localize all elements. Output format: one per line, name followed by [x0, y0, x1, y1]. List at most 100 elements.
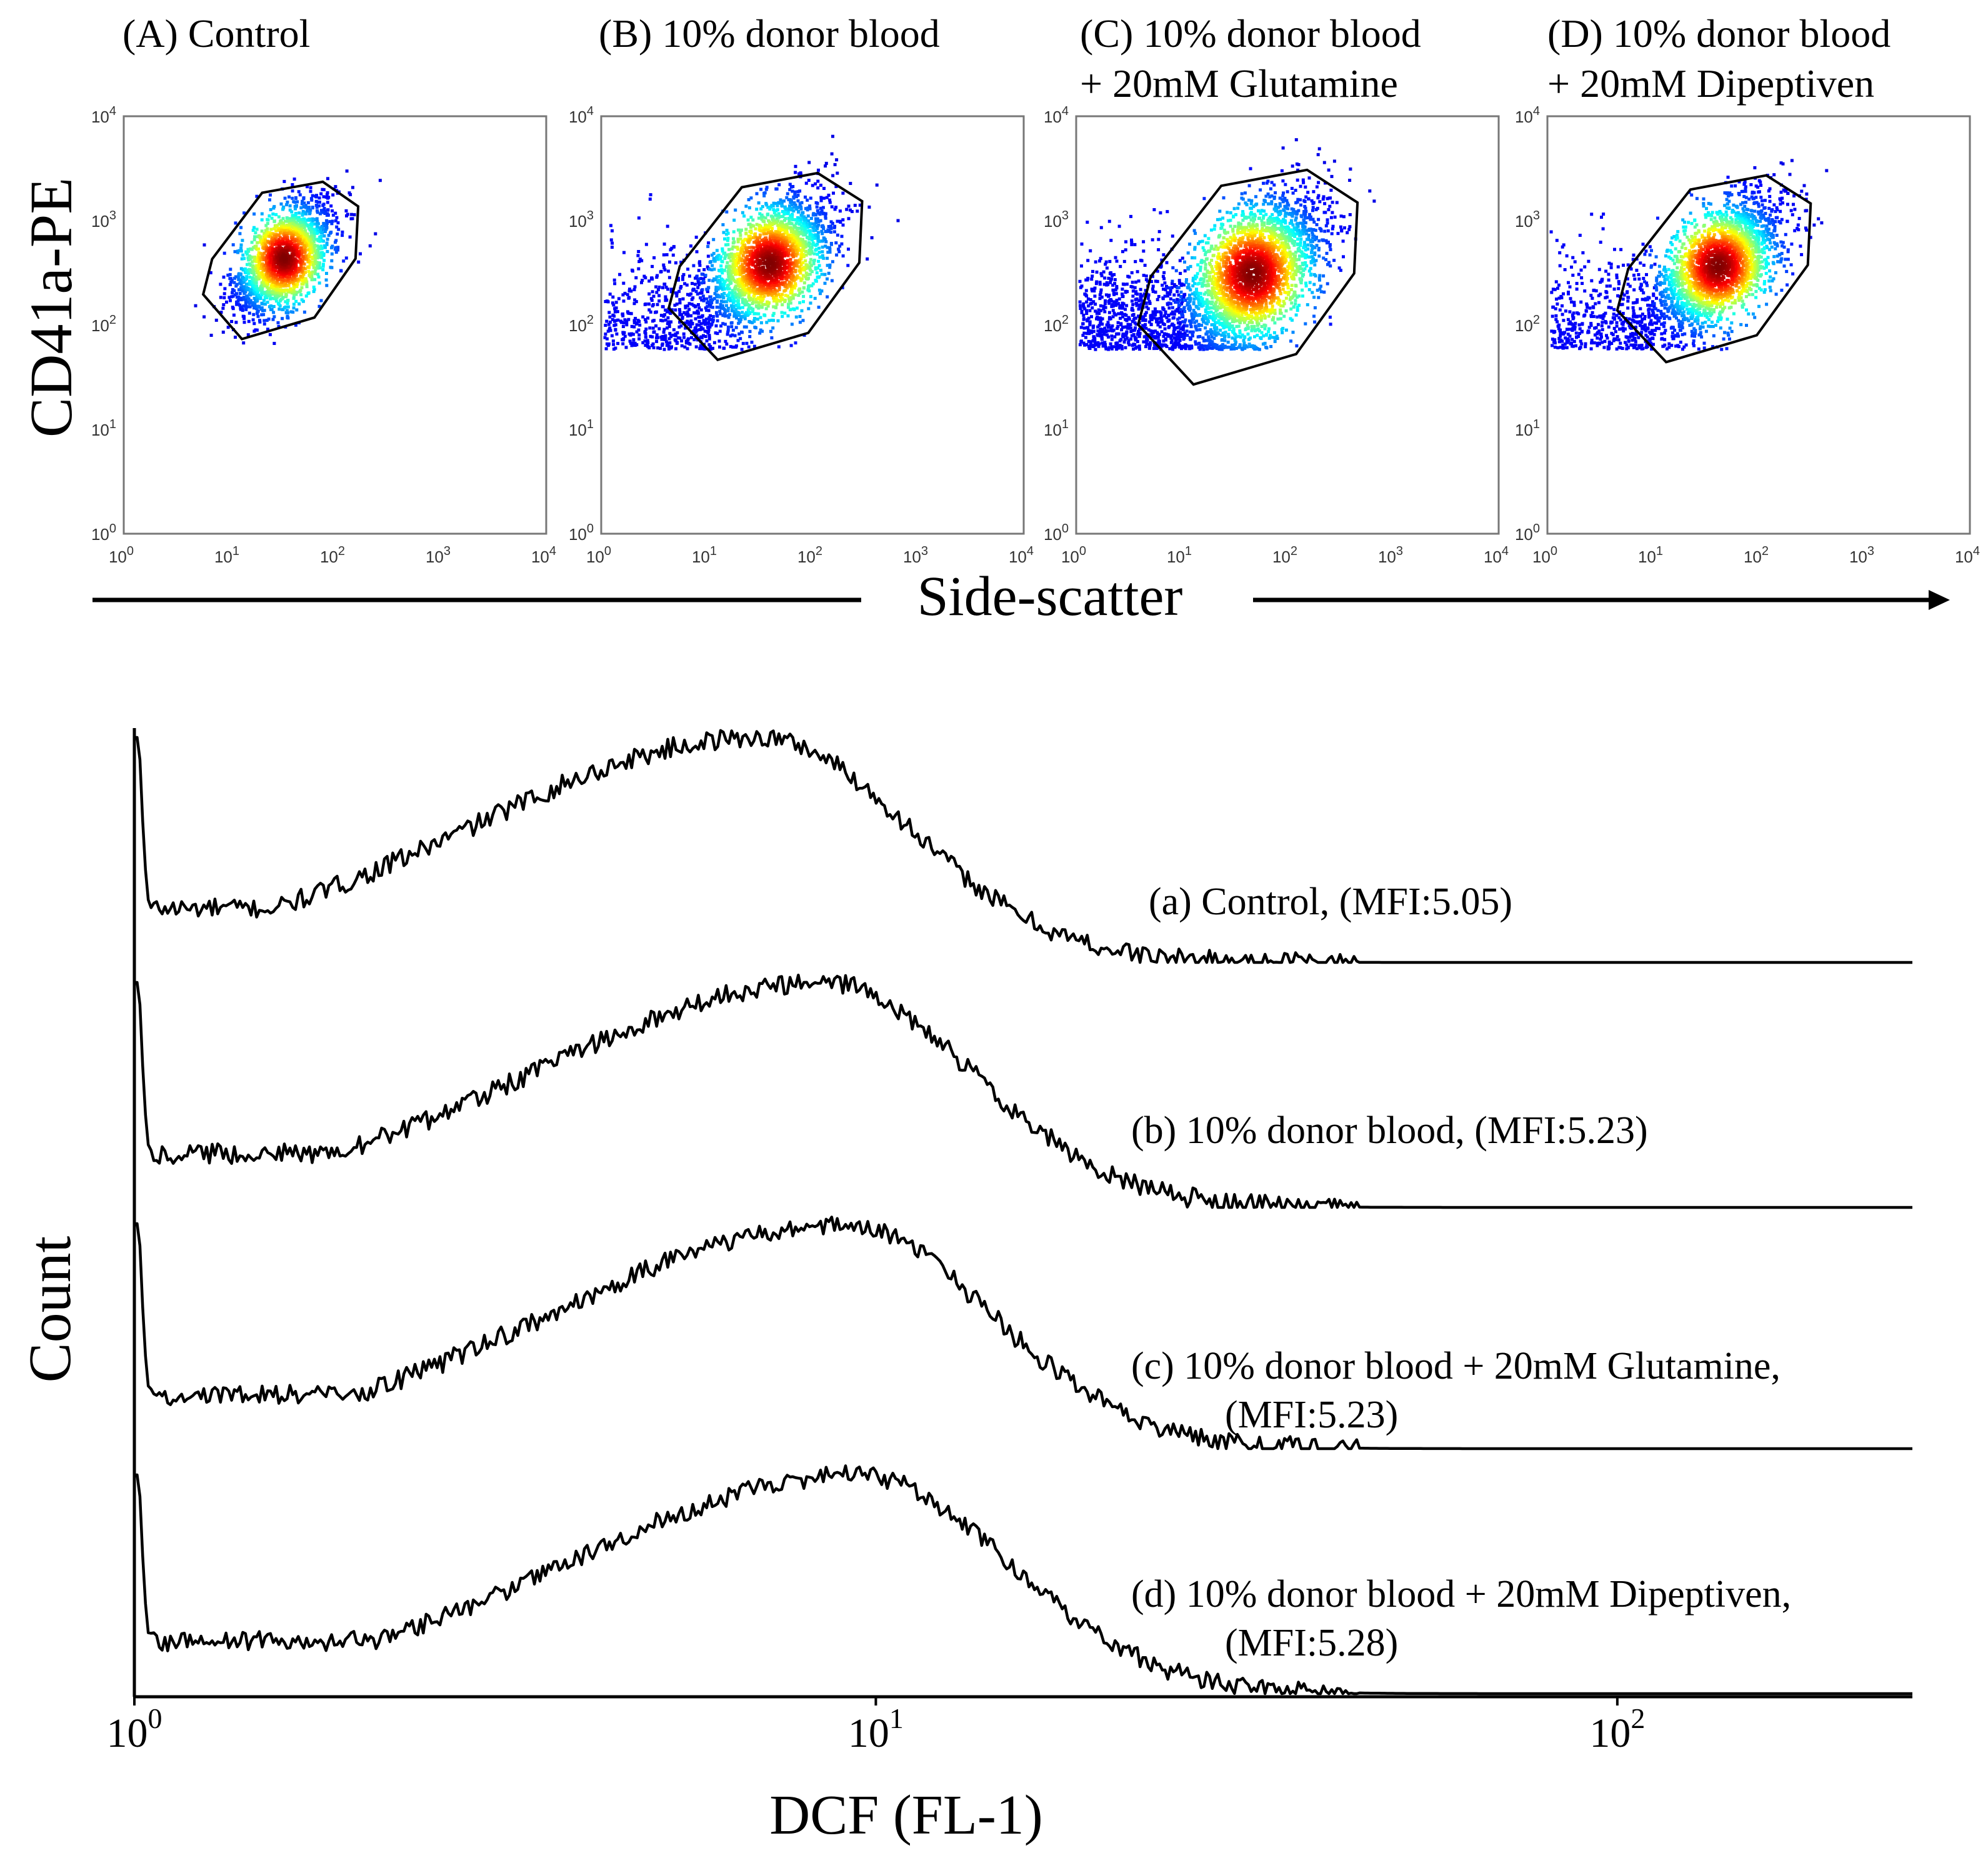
data-point	[756, 249, 760, 252]
data-point	[729, 304, 733, 307]
data-point	[669, 287, 673, 291]
data-point	[701, 279, 705, 283]
data-point	[695, 274, 699, 278]
data-point	[739, 228, 743, 232]
data-point	[786, 259, 789, 262]
data-point	[1372, 199, 1376, 203]
data-point	[787, 299, 791, 303]
data-point	[784, 217, 787, 221]
data-point	[245, 275, 249, 279]
data-point	[1181, 256, 1184, 260]
data-point	[749, 216, 753, 219]
data-point	[741, 247, 744, 251]
data-point	[271, 212, 275, 216]
data-point	[820, 211, 823, 214]
data-point	[219, 311, 223, 314]
data-point	[755, 192, 759, 196]
data-point	[800, 244, 804, 247]
data-point	[262, 239, 266, 243]
data-point	[209, 271, 212, 274]
data-point	[1094, 282, 1098, 286]
data-point	[809, 196, 812, 200]
data-point	[726, 306, 730, 310]
data-point	[644, 320, 648, 324]
data-point	[1171, 312, 1175, 316]
data-point	[294, 263, 298, 267]
data-point	[278, 274, 282, 278]
data-point	[734, 272, 738, 276]
data-point	[696, 309, 699, 313]
data-point	[291, 219, 294, 223]
data-point	[324, 278, 328, 282]
data-point	[284, 241, 288, 245]
data-point	[731, 289, 734, 292]
data-point	[841, 254, 845, 257]
data-point	[277, 228, 281, 232]
data-point	[268, 198, 271, 202]
x-tick-label: 100	[586, 544, 611, 566]
data-point	[761, 215, 765, 219]
data-point	[295, 308, 299, 312]
data-point	[779, 224, 783, 227]
data-point	[707, 328, 711, 331]
data-point	[751, 282, 754, 286]
data-point	[746, 308, 750, 312]
data-point	[762, 286, 766, 289]
data-point	[867, 205, 871, 209]
data-point	[700, 336, 704, 339]
data-point	[774, 237, 777, 241]
data-point	[231, 306, 234, 309]
data-point	[751, 274, 755, 277]
data-point	[234, 284, 238, 288]
x-tick-label: 104	[1009, 544, 1034, 566]
data-point	[699, 308, 703, 312]
tick-exponent: 2	[587, 313, 594, 327]
data-point	[736, 252, 739, 256]
data-point	[1138, 347, 1141, 351]
data-point	[767, 282, 771, 286]
y-tick-label: 103	[569, 209, 594, 231]
data-point	[789, 297, 792, 301]
data-point	[1086, 221, 1089, 224]
tick-exponent: 4	[549, 544, 556, 558]
data-point	[604, 300, 607, 303]
data-point	[1144, 326, 1148, 330]
data-point	[789, 201, 792, 204]
data-point	[807, 222, 811, 226]
data-point	[277, 324, 281, 328]
data-point	[349, 217, 353, 221]
data-point	[825, 196, 829, 199]
data-point	[249, 293, 252, 297]
data-point	[858, 203, 862, 207]
data-point	[707, 334, 711, 337]
data-point	[838, 244, 842, 248]
data-point	[294, 196, 297, 200]
data-point	[717, 286, 721, 289]
data-point	[751, 218, 755, 222]
data-point	[699, 281, 703, 285]
data-point	[736, 278, 740, 282]
data-point	[792, 196, 796, 200]
data-point	[263, 291, 267, 294]
data-point	[811, 213, 815, 217]
data-point	[297, 302, 301, 306]
data-point	[697, 277, 701, 281]
data-point	[330, 246, 333, 249]
data-point	[702, 299, 706, 302]
data-point	[726, 294, 729, 297]
data-point	[277, 215, 281, 219]
data-point	[257, 276, 261, 280]
data-point	[841, 218, 845, 222]
data-point	[840, 242, 844, 246]
tick-exponent: 3	[921, 544, 928, 558]
data-point	[817, 231, 820, 234]
data-point	[817, 264, 821, 267]
data-point	[739, 294, 742, 297]
data-point	[817, 246, 821, 250]
data-point	[701, 314, 704, 317]
data-point	[278, 241, 282, 245]
data-point	[264, 268, 267, 272]
data-point	[799, 267, 802, 271]
data-point	[781, 292, 784, 296]
data-point	[264, 234, 267, 238]
